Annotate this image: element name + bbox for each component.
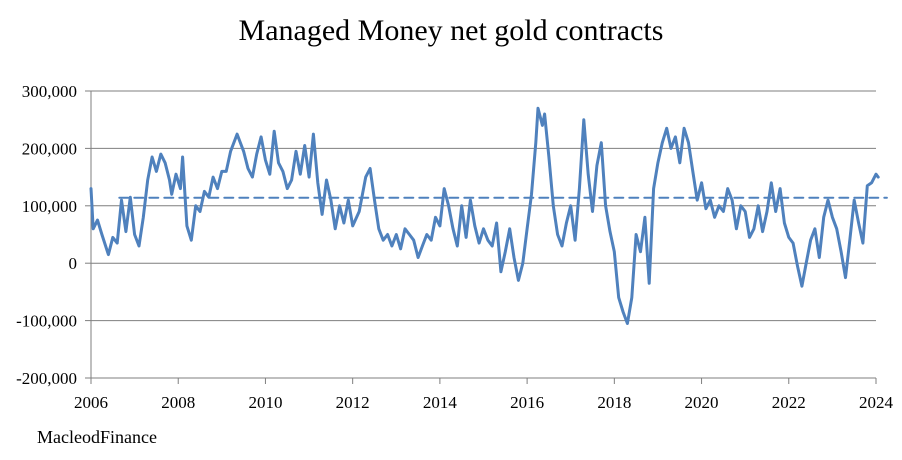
x-tick-label: 2016 bbox=[510, 393, 544, 412]
y-tick-label: -100,000 bbox=[16, 312, 77, 331]
gridlines bbox=[91, 90, 876, 322]
y-tick-label: 100,000 bbox=[22, 197, 77, 216]
x-tick-label: 2020 bbox=[685, 393, 719, 412]
x-tick-label: 2010 bbox=[248, 393, 282, 412]
x-tick-label: 2012 bbox=[336, 393, 370, 412]
x-tick-label: 2008 bbox=[161, 393, 195, 412]
y-tick-label: -200,000 bbox=[16, 369, 77, 388]
x-tick-label: 2022 bbox=[772, 393, 806, 412]
y-tick-label: 200,000 bbox=[22, 139, 77, 158]
x-tick-label: 2018 bbox=[597, 393, 631, 412]
x-tick-label: 2014 bbox=[423, 393, 458, 412]
x-tick-label: 2024 bbox=[859, 393, 894, 412]
y-axis: -200,000 -100,000 0 100,000 200,000 300,000 bbox=[16, 82, 91, 388]
x-tick-label: 2006 bbox=[74, 393, 108, 412]
y-tick-label: 300,000 bbox=[22, 82, 77, 101]
chart-title: Managed Money net gold contracts bbox=[238, 14, 664, 47]
source-label: MacleodFinance bbox=[37, 427, 157, 447]
series-layer bbox=[89, 106, 888, 325]
series-line-net-contracts bbox=[89, 106, 880, 325]
y-tick-label: 0 bbox=[69, 254, 78, 273]
x-axis: 2006 2008 2010 2012 2014 2016 2018 2020 2022 2024 bbox=[74, 378, 894, 412]
